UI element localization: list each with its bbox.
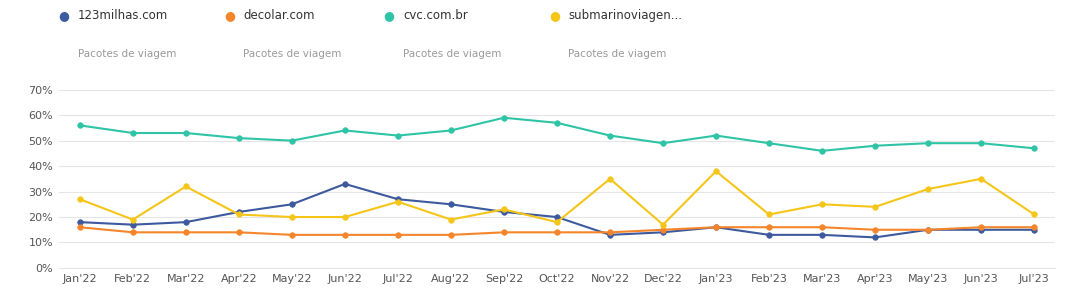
Text: ●: ● <box>224 9 235 22</box>
Text: 123milhas.com: 123milhas.com <box>78 9 168 22</box>
Text: ●: ● <box>549 9 560 22</box>
Text: submarinoviagen...: submarinoviagen... <box>568 9 682 22</box>
Text: Pacotes de viagem: Pacotes de viagem <box>78 49 176 59</box>
Text: Pacotes de viagem: Pacotes de viagem <box>243 49 341 59</box>
Text: Pacotes de viagem: Pacotes de viagem <box>568 49 666 59</box>
Text: Pacotes de viagem: Pacotes de viagem <box>403 49 501 59</box>
Text: ●: ● <box>59 9 69 22</box>
Text: cvc.com.br: cvc.com.br <box>403 9 468 22</box>
Text: decolar.com: decolar.com <box>243 9 314 22</box>
Text: ●: ● <box>384 9 394 22</box>
